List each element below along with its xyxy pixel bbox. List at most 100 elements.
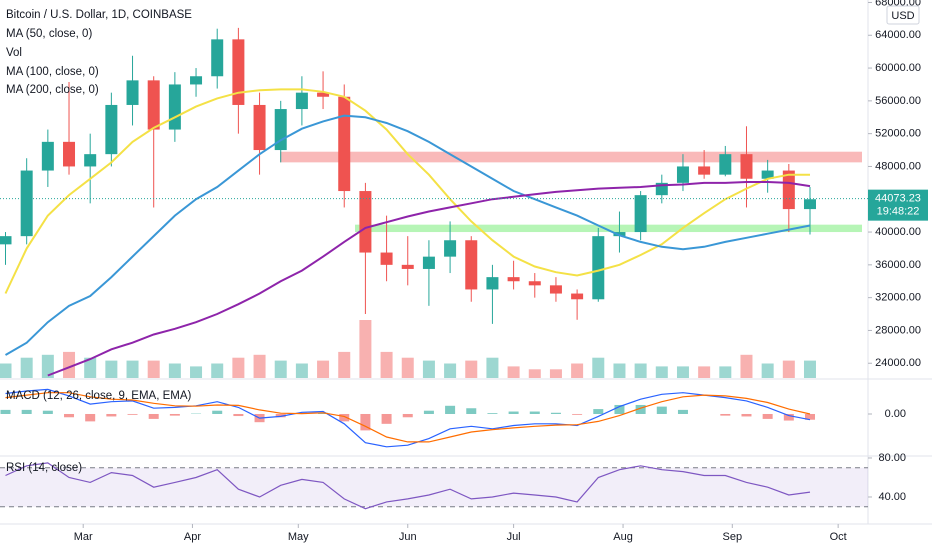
- macd-histogram: [169, 413, 180, 416]
- y-tick-label: 24000.00: [875, 357, 921, 369]
- volume-bar: [761, 363, 774, 378]
- macd-histogram: [487, 413, 498, 414]
- candle-body: [41, 141, 54, 171]
- macd-histogram: [360, 413, 371, 431]
- volume-bar: [676, 366, 689, 378]
- volume-bar: [401, 357, 414, 378]
- candle-body: [232, 39, 245, 105]
- volume-bar: [655, 366, 668, 378]
- volume-bar: [782, 360, 795, 378]
- macd-histogram: [212, 410, 223, 414]
- last-price: 44073.23: [875, 193, 921, 205]
- volume-bar: [634, 363, 647, 378]
- volume-bar: [507, 366, 520, 378]
- candle-body: [295, 92, 308, 110]
- x-tick-label: Aug: [613, 531, 633, 543]
- volume-bar: [147, 360, 160, 378]
- x-tick-label: Apr: [184, 531, 201, 543]
- x-tick-label: May: [288, 531, 309, 543]
- volume-bar: [359, 320, 372, 378]
- y-tick-label: 56000.00: [875, 95, 921, 107]
- volume-bar: [0, 363, 12, 378]
- macd-histogram: [339, 413, 350, 422]
- candle-body: [719, 154, 732, 175]
- y-tick-label: 40000.00: [875, 226, 921, 238]
- candle-body: [698, 166, 711, 175]
- legend-entry: MA (200, close, 0): [6, 84, 99, 96]
- candle-body: [444, 240, 457, 257]
- candle-body: [507, 277, 520, 282]
- macd-histogram: [275, 413, 286, 418]
- volume-bar: [528, 369, 541, 378]
- candle-body: [359, 191, 372, 253]
- candle-body: [761, 170, 774, 179]
- candle-body: [549, 285, 562, 294]
- candle-body: [782, 170, 795, 210]
- chart-title: Bitcoin / U.S. Dollar, 1D, COINBASE: [6, 9, 192, 21]
- zone: [280, 151, 862, 163]
- rsi-band: [0, 467, 868, 507]
- candle-body: [147, 80, 160, 130]
- macd-histogram: [466, 408, 477, 414]
- macd-line: [5, 388, 811, 448]
- candle-body: [380, 252, 393, 265]
- macd-histogram: [804, 413, 815, 420]
- volume-bar: [41, 354, 54, 378]
- volume-bar: [84, 357, 97, 378]
- y-tick-label: 0.00: [885, 408, 906, 420]
- candle-body: [338, 96, 351, 192]
- macd-histogram: [0, 409, 11, 414]
- volume-bar: [168, 363, 181, 378]
- candle-body: [126, 80, 139, 105]
- x-tick-label: Oct: [830, 531, 847, 543]
- x-tick-label: Jun: [399, 531, 417, 543]
- x-tick-label: Sep: [723, 531, 743, 543]
- rsi-line: [5, 462, 811, 510]
- moving-average: [4, 114, 811, 356]
- currency-box: [886, 5, 920, 25]
- volume-bar: [232, 357, 245, 378]
- volume-bar: [803, 360, 816, 378]
- macd-histogram: [656, 406, 667, 414]
- volume-bar: [549, 369, 562, 378]
- candle-body: [486, 277, 499, 290]
- x-tick-label: Mar: [74, 531, 93, 543]
- macd-histogram: [445, 405, 456, 414]
- macd-histogram: [402, 413, 413, 418]
- volume-bar: [465, 360, 478, 378]
- volume-bar: [338, 351, 351, 378]
- legend-entry: MACD (12, 26, close, 9, EMA, EMA): [6, 390, 192, 402]
- candle-body: [168, 84, 181, 130]
- macd-histogram: [720, 413, 731, 416]
- macd-histogram: [233, 413, 244, 417]
- macd-histogram: [423, 410, 434, 414]
- y-tick-label: 28000.00: [875, 324, 921, 336]
- volume-bar: [63, 351, 76, 378]
- macd-histogram: [127, 413, 138, 415]
- y-tick-label: 32000.00: [875, 292, 921, 304]
- y-tick-label: 40.00: [878, 491, 906, 503]
- volume-bar: [613, 363, 626, 378]
- moving-average: [47, 181, 811, 377]
- macd-histogram: [508, 411, 519, 414]
- last-price-box: [868, 189, 928, 221]
- volume-bar: [380, 351, 393, 378]
- candle-body: [253, 104, 266, 151]
- y-tick-label: 80.00: [878, 452, 906, 464]
- volume-bar: [444, 363, 457, 378]
- volume-bar: [190, 366, 203, 378]
- macd-histogram: [85, 413, 96, 422]
- legend-entry: MA (100, close, 0): [6, 66, 99, 78]
- macd-histogram: [148, 413, 159, 419]
- currency: USD: [891, 10, 914, 22]
- candle-body: [740, 154, 753, 179]
- candle-body: [422, 256, 435, 269]
- candle-body: [274, 109, 287, 151]
- candle-body: [211, 39, 224, 77]
- volume-bar: [211, 363, 224, 378]
- candle-body: [803, 199, 816, 210]
- x-tick-label: Jul: [507, 531, 521, 543]
- volume-bar: [317, 360, 330, 378]
- candle-body: [20, 170, 33, 237]
- signal-line: [5, 392, 811, 443]
